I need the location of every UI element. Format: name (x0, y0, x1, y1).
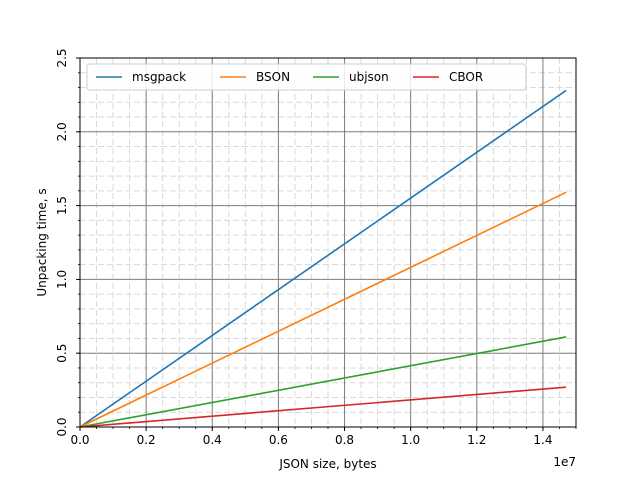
legend-box (86, 63, 527, 91)
x-tick-label: 0.2 (137, 433, 156, 447)
series-line-cbor (79, 386, 567, 428)
series-line-ubjson (79, 336, 567, 428)
legend: msgpack BSON ubjson CBOR (86, 63, 527, 91)
y-tick-label: 0.0 (55, 417, 69, 436)
legend-label-ubjson: ubjson (349, 70, 389, 84)
y-axis-ticks: 0.0 0.5 1.0 1.5 2.0 2.5 (55, 48, 80, 437)
y-tick-label: 0.5 (55, 344, 69, 363)
x-offset-label: 1e7 (553, 455, 576, 469)
series-lines (79, 89, 567, 428)
legend-label-msgpack: msgpack (132, 70, 186, 84)
y-axis-label: Unpacking time, s (35, 188, 49, 296)
y-tick-label: 1.0 (55, 270, 69, 289)
series-line-bson (79, 191, 567, 428)
x-axis-ticks: 0.0 0.2 0.4 0.6 0.8 1.0 1.2 1.4 (70, 427, 577, 447)
series-line-msgpack (79, 89, 567, 428)
y-tick-label: 2.0 (55, 122, 69, 141)
x-tick-label: 1.2 (467, 433, 486, 447)
legend-label-bson: BSON (256, 70, 290, 84)
x-tick-label: 1.0 (401, 433, 420, 447)
x-tick-label: 0.4 (203, 433, 222, 447)
y-tick-label: 2.5 (55, 48, 69, 67)
x-tick-label: 0.6 (269, 433, 288, 447)
x-tick-label: 0.8 (335, 433, 354, 447)
x-axis-label: JSON size, bytes (278, 457, 376, 471)
minor-grid (79, 57, 577, 428)
y-tick-label: 1.5 (55, 196, 69, 215)
x-tick-label: 1.4 (533, 433, 552, 447)
legend-label-cbor: CBOR (449, 70, 483, 84)
x-tick-label: 0.0 (70, 433, 89, 447)
